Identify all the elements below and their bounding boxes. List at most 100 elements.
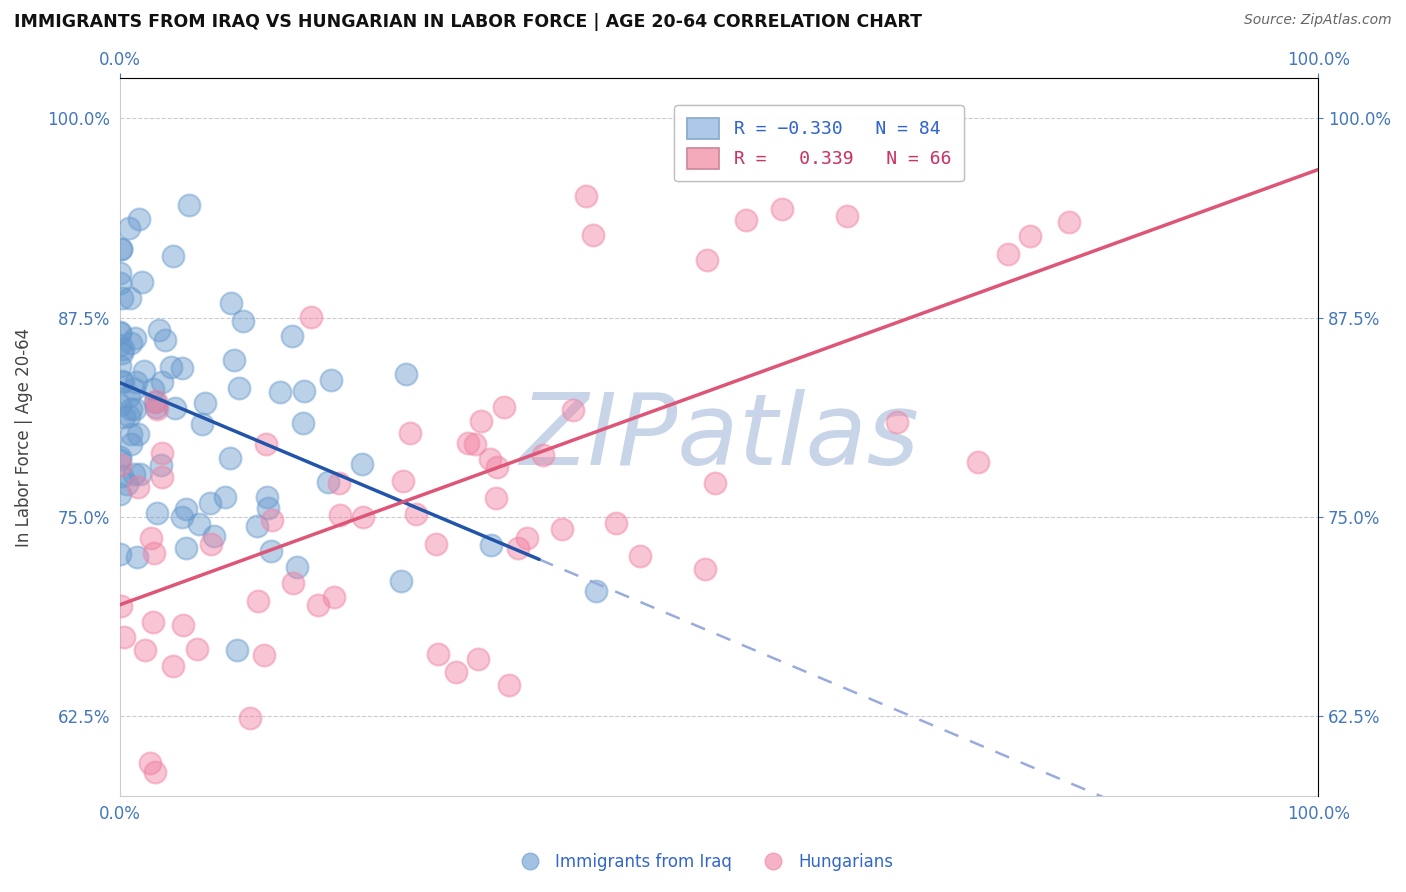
- Point: [121, 437, 143, 451]
- Point: [139, 531, 162, 545]
- Point: [142, 615, 165, 630]
- Point: [118, 389, 141, 403]
- Point: [172, 618, 194, 632]
- Point: [352, 510, 374, 524]
- Point: [108, 458, 131, 472]
- Point: [120, 335, 142, 350]
- Point: [108, 450, 131, 464]
- Point: [200, 537, 222, 551]
- Point: [134, 643, 156, 657]
- Point: [139, 756, 162, 770]
- Point: [280, 328, 302, 343]
- Point: [219, 451, 242, 466]
- Point: [835, 209, 858, 223]
- Point: [214, 491, 236, 505]
- Point: [693, 561, 716, 575]
- Point: [457, 436, 479, 450]
- Point: [997, 247, 1019, 261]
- Point: [108, 398, 131, 412]
- Point: [605, 516, 627, 531]
- Point: [110, 242, 132, 256]
- Point: [162, 659, 184, 673]
- Point: [170, 509, 193, 524]
- Point: [124, 467, 146, 482]
- Point: [299, 310, 322, 324]
- Point: [562, 403, 585, 417]
- Point: [479, 538, 502, 552]
- Point: [322, 591, 344, 605]
- Point: [160, 359, 183, 374]
- Point: [316, 475, 339, 489]
- Point: [470, 414, 492, 428]
- Point: [174, 541, 197, 555]
- Point: [127, 427, 149, 442]
- Point: [112, 630, 135, 644]
- Point: [256, 490, 278, 504]
- Point: [108, 487, 131, 501]
- Point: [966, 455, 988, 469]
- Point: [191, 417, 214, 431]
- Point: [329, 508, 352, 523]
- Point: [111, 291, 134, 305]
- Point: [239, 711, 262, 725]
- Point: [174, 501, 197, 516]
- Point: [703, 476, 725, 491]
- Point: [246, 594, 269, 608]
- Point: [146, 402, 169, 417]
- Point: [117, 409, 139, 423]
- Point: [425, 537, 447, 551]
- Point: [395, 368, 418, 382]
- Point: [222, 352, 245, 367]
- Point: [551, 522, 574, 536]
- Point: [165, 401, 187, 416]
- Point: [145, 400, 167, 414]
- Point: [108, 276, 131, 290]
- Point: [770, 202, 793, 216]
- Point: [679, 154, 702, 169]
- Point: [111, 375, 134, 389]
- Legend: Immigrants from Iraq, Hungarians: Immigrants from Iraq, Hungarians: [505, 845, 901, 880]
- Point: [506, 541, 529, 555]
- Point: [110, 599, 132, 614]
- Point: [120, 402, 142, 417]
- Point: [124, 382, 146, 396]
- Point: [245, 519, 267, 533]
- Point: [516, 531, 538, 545]
- Point: [187, 516, 209, 531]
- Point: [118, 221, 141, 235]
- Point: [735, 213, 758, 227]
- Point: [484, 491, 506, 506]
- Point: [260, 544, 283, 558]
- Point: [262, 513, 284, 527]
- Point: [125, 550, 148, 565]
- Point: [585, 583, 607, 598]
- Point: [128, 467, 150, 481]
- Point: [108, 547, 131, 561]
- Point: [186, 642, 208, 657]
- Y-axis label: In Labor Force | Age 20-64: In Labor Force | Age 20-64: [15, 327, 32, 547]
- Text: IMMIGRANTS FROM IRAQ VS HUNGARIAN IN LABOR FORCE | AGE 20-64 CORRELATION CHART: IMMIGRANTS FROM IRAQ VS HUNGARIAN IN LAB…: [14, 13, 922, 31]
- Point: [582, 227, 605, 242]
- Point: [696, 253, 718, 268]
- Point: [467, 652, 489, 666]
- Point: [132, 364, 155, 378]
- Point: [285, 560, 308, 574]
- Point: [405, 507, 427, 521]
- Point: [150, 469, 173, 483]
- Point: [117, 477, 139, 491]
- Point: [253, 648, 276, 662]
- Point: [118, 291, 141, 305]
- Point: [111, 345, 134, 359]
- Point: [257, 500, 280, 515]
- Point: [485, 459, 508, 474]
- Point: [124, 331, 146, 345]
- Point: [200, 496, 222, 510]
- Point: [111, 374, 134, 388]
- Point: [177, 198, 200, 212]
- Point: [112, 410, 135, 425]
- Point: [145, 394, 167, 409]
- Point: [228, 381, 250, 395]
- Point: [143, 764, 166, 779]
- Point: [392, 474, 415, 488]
- Point: [108, 453, 131, 467]
